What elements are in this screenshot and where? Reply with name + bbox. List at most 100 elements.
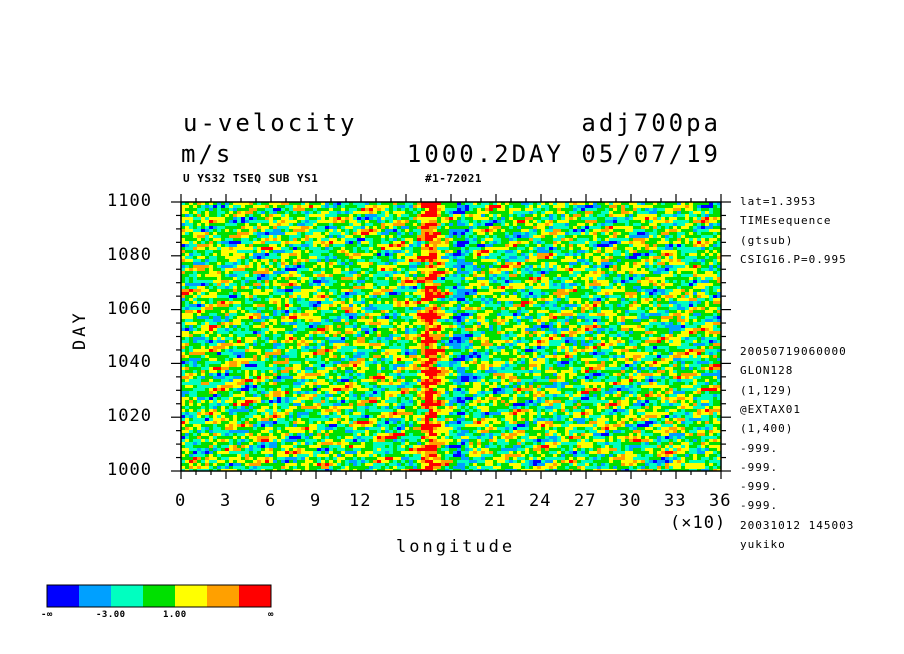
heatmap-cell <box>233 262 238 266</box>
heatmap-cell <box>413 229 418 233</box>
x-tick-label: 21 <box>484 491 507 511</box>
heatmap-cell <box>481 220 486 224</box>
heatmap-cell <box>453 226 458 230</box>
heatmap-cell <box>445 241 450 245</box>
heatmap-cell <box>233 241 238 245</box>
heatmap-cell <box>345 202 350 206</box>
heatmap-cell <box>357 217 362 221</box>
heatmap-cell <box>277 226 282 230</box>
heatmap-cell <box>233 253 238 257</box>
heatmap-cell <box>625 205 630 209</box>
heatmap-cell <box>257 238 262 242</box>
heatmap-cell <box>217 232 222 236</box>
heatmap-cell <box>581 250 586 254</box>
heatmap-cell <box>393 253 398 257</box>
heatmap-cell <box>709 268 714 272</box>
heatmap-cell <box>349 211 354 215</box>
heatmap-cell <box>601 211 606 215</box>
heatmap-cell <box>653 256 658 260</box>
heatmap-cell <box>661 202 666 206</box>
heatmap-cell <box>289 226 294 230</box>
heatmap-cell <box>349 268 354 272</box>
heatmap-cell <box>649 205 654 209</box>
heatmap-cell <box>477 226 482 230</box>
heatmap-cell <box>597 202 602 206</box>
heatmap-cell <box>353 205 358 209</box>
heatmap-cell <box>301 268 306 272</box>
heatmap-cell <box>505 247 510 251</box>
heatmap-cell <box>705 262 710 266</box>
heatmap-cell <box>685 229 690 233</box>
heatmap-cell <box>201 232 206 236</box>
heatmap-cell <box>369 202 374 206</box>
heatmap-cell <box>421 265 426 269</box>
heatmap-cell <box>261 238 266 242</box>
heatmap-cell <box>237 214 242 218</box>
heatmap-cell <box>449 238 454 242</box>
heatmap-cell <box>385 262 390 266</box>
heatmap-cell <box>685 232 690 236</box>
heatmap-cell <box>517 262 522 266</box>
heatmap-cell <box>209 262 214 266</box>
heatmap-cell <box>405 202 410 206</box>
heatmap-cell <box>645 262 650 266</box>
heatmap-cell <box>609 229 614 233</box>
heatmap-cell <box>617 253 622 257</box>
heatmap-cell <box>465 250 470 254</box>
heatmap-cell <box>361 244 366 248</box>
heatmap-cell <box>385 256 390 260</box>
heatmap-cell <box>505 217 510 221</box>
heatmap-cell <box>369 208 374 212</box>
heatmap-cell <box>661 241 666 245</box>
heatmap-cell <box>485 247 490 251</box>
heatmap-cell <box>369 253 374 257</box>
heatmap-cell <box>189 205 194 209</box>
heatmap-cell <box>241 226 246 230</box>
heatmap-cell <box>237 211 242 215</box>
heatmap-cell <box>585 265 590 269</box>
heatmap-cell <box>409 265 414 269</box>
heatmap-cell <box>549 262 554 266</box>
heatmap-cell <box>233 250 238 254</box>
heatmap-cell <box>533 208 538 212</box>
heatmap-cell <box>641 250 646 254</box>
heatmap-cell <box>309 211 314 215</box>
heatmap-cell <box>473 244 478 248</box>
heatmap-cell <box>521 238 526 242</box>
heatmap-cell <box>237 250 242 254</box>
heatmap-cell <box>349 253 354 257</box>
heatmap-cell <box>365 253 370 257</box>
heatmap-cell <box>645 244 650 248</box>
heatmap-cell <box>517 250 522 254</box>
heatmap-cell <box>405 211 410 215</box>
heatmap-cell <box>697 247 702 251</box>
heatmap-cell <box>597 250 602 254</box>
heatmap-cell <box>717 214 721 218</box>
heatmap-cell <box>377 250 382 254</box>
heatmap-cell <box>437 259 442 263</box>
heatmap-cell <box>469 256 474 260</box>
side-info-line: 20050719060000 <box>740 345 847 358</box>
heatmap-cell <box>517 253 522 257</box>
heatmap-cell <box>373 229 378 233</box>
heatmap-cell <box>429 238 434 242</box>
heatmap-cell <box>573 211 578 215</box>
heatmap-cell <box>345 256 350 260</box>
heatmap-cell <box>341 226 346 230</box>
heatmap-cell <box>661 259 666 263</box>
heatmap-cell <box>285 259 290 263</box>
heatmap-cell <box>209 241 214 245</box>
heatmap-cell <box>181 247 186 251</box>
heatmap-cell <box>521 259 526 263</box>
heatmap-cell <box>425 223 430 227</box>
heatmap-cell <box>505 238 510 242</box>
heatmap-cell <box>461 205 466 209</box>
heatmap-cell <box>697 205 702 209</box>
heatmap-cell <box>397 229 402 233</box>
heatmap-cell <box>193 265 198 269</box>
heatmap-cell <box>549 235 554 239</box>
heatmap-cell <box>369 265 374 269</box>
heatmap-cell <box>561 232 566 236</box>
heatmap-cell <box>525 259 530 263</box>
heatmap-cell <box>321 226 326 230</box>
